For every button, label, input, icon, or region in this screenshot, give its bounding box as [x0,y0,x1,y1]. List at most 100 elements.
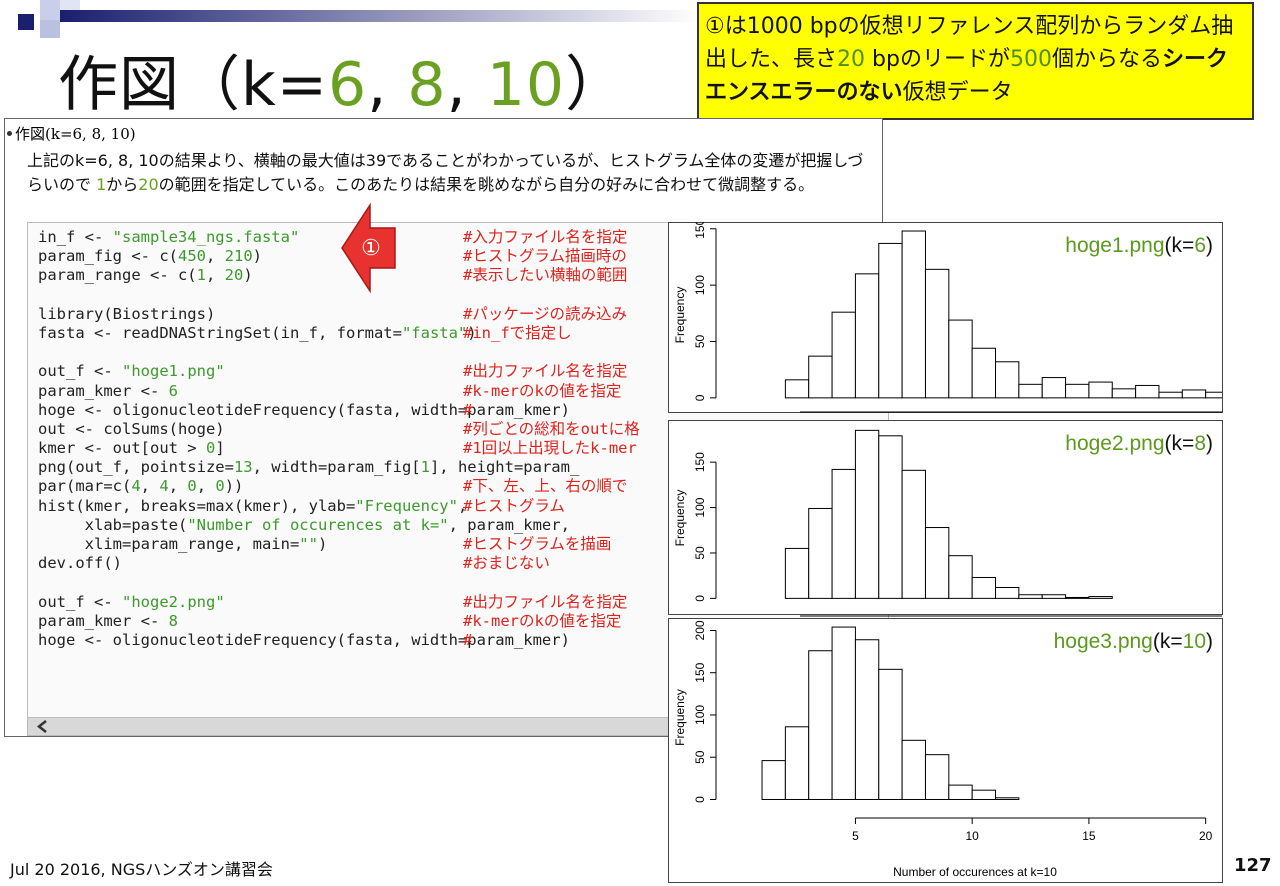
text-run: param_range <- c( [38,266,197,285]
y-tick-label: 100 [693,705,707,725]
code-line: hoge <- oligonucleotideFrequency(fasta, … [38,400,888,420]
y-axis-label: Frequency [673,490,687,547]
text-run: 450 [177,247,206,266]
bar [995,586,1020,599]
code-comment: #1回以上出現したk-mer [463,439,637,458]
callout: ①は1000 bpの仮想リファレンス配列からランダム抽出した、長さ20 bpのリ… [697,2,1254,120]
code-text: param_kmer <- 6 [38,382,178,400]
bar [948,784,973,800]
text-run: "hoge1.png" [122,362,225,381]
text-run: fasta <- readDNAStringSet(in_f, format= [38,323,402,342]
code-text: in_f <- "sample34_ngs.fasta" [38,228,299,246]
text-run: ) [1206,630,1213,653]
y-tick-label: 50 [693,334,707,348]
text-run: , [205,266,225,285]
text-segment: 仮想データ [902,80,1013,105]
y-tick-label: 100 [693,275,707,295]
code-comment: #おまじない [463,554,550,573]
scroll-left-icon[interactable] [28,718,58,735]
text-run: out_f <- [38,592,122,611]
text-run: out_f <- [38,362,122,381]
code-text: out_f <- "hoge1.png" [38,362,225,380]
paragraph: 上記のk=6, 8, 10の結果より、横軸の最大値は39であることがわかっている… [27,149,865,197]
text-run: , [168,477,188,496]
text-run: (k= [1165,432,1195,455]
text-run: 13 [233,458,253,477]
text-run: hoge <- oligonucleotideFrequency(fasta, … [38,400,570,419]
text-segment: の範囲を指定している。このあたりは結果を眺めながら自分の好みに合わせて微調整する… [158,175,815,194]
bar [831,626,856,800]
footer: Jul 20 2016, NGSハンズオン講習会 [10,860,273,879]
text-run: , [367,50,408,120]
code-line: out_f <- "hoge2.png" #出力ファイル名を指定 [38,592,888,612]
bar [948,555,973,599]
bar [831,311,856,399]
bar [784,547,810,599]
code-comment: #下、左、上、右の順で [463,477,628,496]
text-run: ] [215,439,225,458]
bar [924,268,950,399]
text-run: ) [1206,234,1213,257]
text-run: ], height=param_ [429,458,580,477]
text-run: 8 [168,611,178,630]
slide-title: 作図（k=6, 8, 10） [58,36,626,123]
code-comment: #出力ファイル名を指定 [463,592,628,611]
code-comment: #k-merのkの値を指定 [463,381,622,400]
code-line: kmer <- out[out > 0] #1回以上出現したk-mer [38,439,888,458]
bar [1088,596,1113,599]
bar [808,650,833,800]
x-tick-label: 20 [1199,829,1213,843]
code-line: param_kmer <- 6 #k-merのkの値を指定 [38,381,888,401]
text-run: 6 [328,50,368,120]
chart-title: hoge1.png(k=6) [1065,234,1213,257]
bar [878,435,903,599]
text-run: "fasta" [401,323,468,342]
text-run: )) [224,477,244,496]
text-run: 8 [1194,432,1206,455]
code-comment: #in_fで指定し [463,323,572,342]
text-run: , [457,496,468,515]
y-axis-label: Frequency [673,287,687,344]
code-line: param_fig <- c(450, 210) #ヒストグラム描画時の [38,247,888,266]
page-number: 127 [1234,855,1272,876]
y-tick-label: 0 [693,394,707,401]
bar [1065,383,1090,399]
text-run: 10 [486,50,566,120]
text-run: ） [565,50,627,120]
text-run: kmer <- out[out > [38,439,206,458]
text-run: xlim=param_range, main= [38,535,300,553]
text-run: hist(kmer, breaks=max(kmer), ylab= [38,496,356,515]
code-comment: #ヒストグラムを描画 [463,535,612,553]
text-run: ) [252,247,262,266]
bar [971,347,997,399]
text-run: in_f <- [38,228,113,246]
text-run: , [140,477,160,496]
x-tick-label: 5 [852,829,859,843]
text-run: 0 [205,439,216,458]
bar [878,668,903,800]
text-segment: bpのリードが [865,47,1010,72]
text-run: , [196,477,216,496]
text-segment: 個からなる [1051,47,1162,72]
text-segment: 20 [837,47,866,72]
bar [854,273,880,399]
code-comment: #パッケージの読み込み [463,304,628,323]
code-comment: #k-merのkの値を指定 [463,611,622,630]
code-block: in_f <- "sample34_ngs.fasta" #入力ファイル名を指定 p… [38,228,888,286]
bar [948,319,973,399]
code-text: param_fig <- c(450, 210) [38,247,262,265]
code-line: dev.off() #おまじない [38,554,888,573]
text-run: xlab=paste( [38,515,188,534]
text-segment: 500 [1009,47,1052,72]
text-run: (k= [1153,630,1183,653]
code-text: hist(kmer, breaks=max(kmer), ylab="Frequ… [38,497,467,515]
code-line: hoge <- oligonucleotideFrequency(fasta, … [38,631,888,650]
bar [784,379,810,399]
text-segment: 1 [96,175,107,194]
code-line: par(mar=c(4, 4, 0, 0)) #下、左、上、右の順で [38,477,888,496]
text-segment: 20 [138,175,159,194]
code-line: param_kmer <- 8 #k-merのkの値を指定 [38,611,888,631]
chart-title: hoge2.png(k=8) [1065,432,1213,455]
text-run: param_kmer <- [38,611,169,630]
chart-title: hoge3.png(k=10) [1054,630,1213,653]
